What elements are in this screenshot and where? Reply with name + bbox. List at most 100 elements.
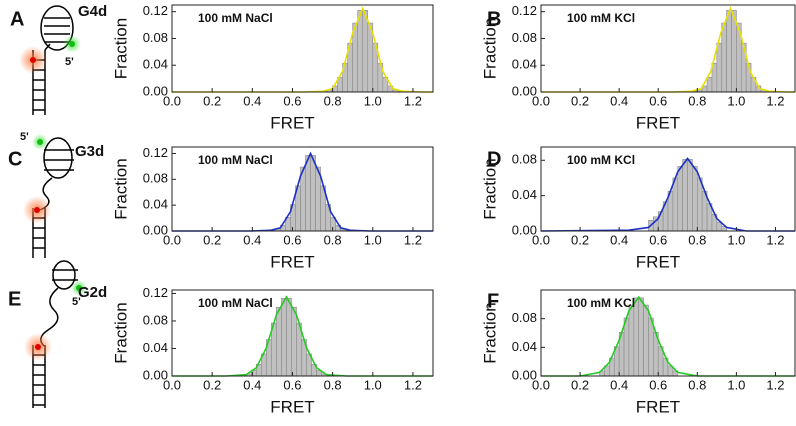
plot-frame [540,289,796,377]
annotation: 100 mM KCl [567,11,635,25]
x-tick-label: 0.4 [243,232,261,247]
x-axis-label: FRET [270,252,314,271]
diagram-g3d [23,134,74,258]
panel-letter: D [487,148,501,170]
plot-frame [171,4,434,93]
x-tick-label: 1.0 [364,93,382,108]
y-axis-label: Fraction [111,158,130,219]
panel-letter: C [8,148,22,170]
fit-line [540,157,795,232]
panel-letter: A [10,8,24,30]
x-tick-label: 0.8 [688,232,706,247]
bar [357,10,364,93]
y-axis-label: Fraction [111,18,130,79]
y-tick-label: 0.08 [143,171,168,186]
x-tick-label: 1.0 [727,232,745,247]
y-axis-label: Fraction [480,302,499,363]
y-tick-label: 0.08 [512,310,537,325]
bar [628,304,635,377]
y-axis-label: Fraction [480,158,499,219]
x-tick-label: 0.4 [610,232,628,247]
y-tick-label: 0.08 [512,30,537,45]
bar [291,306,297,377]
end-label: 5' [72,296,81,308]
x-tick-label: 1.2 [404,93,422,108]
x-tick-label: 0.6 [283,93,301,108]
x-axis-label: FRET [636,252,680,271]
y-tick-label: 0.12 [143,145,168,160]
x-tick-label: 1.2 [766,93,784,108]
bar [672,177,679,232]
bar [367,22,374,93]
y-tick-label: 0.00 [143,83,168,98]
x-tick-label: 0.4 [243,93,261,108]
plot-frame [171,146,434,232]
y-tick-label: 0.08 [143,30,168,45]
x-tick-label: 0.0 [163,377,181,392]
y-axis-label: Fraction [111,302,130,363]
x-axis-label: FRET [636,397,680,416]
x-tick-label: 1.0 [727,377,745,392]
diagram-label: G4d [78,3,107,20]
diagram-g2d [24,260,87,408]
x-tick-label: 0.6 [649,93,667,108]
x-tick-label: 1.2 [404,377,422,392]
panel-letter: B [487,8,501,30]
x-tick-label: 1.2 [404,232,422,247]
annotation: 100 mM NaCl [198,11,273,25]
fit-line [172,151,433,232]
bar [687,159,693,232]
x-tick-label: 0.0 [163,232,181,247]
x-tick-label: 0.4 [610,377,628,392]
x-tick-label: 0.2 [203,232,221,247]
bar [643,304,649,377]
x-tick-label: 1.2 [766,232,784,247]
x-tick-label: 0.2 [571,93,589,108]
bar [648,317,654,377]
annotation: 100 mM NaCl [198,153,273,167]
y-tick-label: 0.12 [512,3,537,18]
x-tick-label: 0.6 [283,377,301,392]
end-label: 5' [20,131,29,143]
x-tick-label: 0.8 [324,232,342,247]
bar [315,166,321,232]
bar [310,155,316,232]
x-tick-label: 0.0 [163,93,181,108]
y-tick-label: 0.04 [143,340,168,355]
diagram-label: G3d [75,143,104,160]
x-tick-label: 0.2 [203,377,221,392]
y-tick-label: 0.00 [512,222,537,237]
annotation: 100 mM KCl [567,296,635,310]
x-tick-label: 1.2 [766,377,784,392]
bar [623,317,630,377]
bar [726,10,732,93]
fit-line [541,6,795,93]
x-tick-label: 1.0 [727,93,745,108]
y-tick-label: 0.00 [512,83,537,98]
y-tick-label: 0.04 [512,187,537,202]
y-tick-label: 0.08 [143,312,168,327]
x-tick-label: 0.2 [571,232,589,247]
y-tick-label: 0.04 [512,57,537,72]
bar [721,22,727,93]
y-tick-label: 0.04 [512,339,537,354]
bar [706,76,713,93]
bar [300,166,306,232]
bar [692,166,698,232]
y-tick-label: 0.08 [512,152,537,167]
bar [276,306,282,377]
x-tick-label: 1.0 [364,232,382,247]
panel-letter: E [8,288,21,310]
fit-line [541,295,795,377]
fit-line [172,6,433,93]
x-tick-label: 0.8 [688,377,706,392]
plot-frame [171,289,434,377]
y-tick-label: 0.00 [143,367,168,382]
bar [638,297,644,377]
x-tick-label: 0.0 [532,377,550,392]
panel-letter: F [487,290,499,312]
y-tick-label: 0.04 [143,197,168,212]
x-tick-label: 0.6 [283,232,301,247]
bar [362,10,369,93]
